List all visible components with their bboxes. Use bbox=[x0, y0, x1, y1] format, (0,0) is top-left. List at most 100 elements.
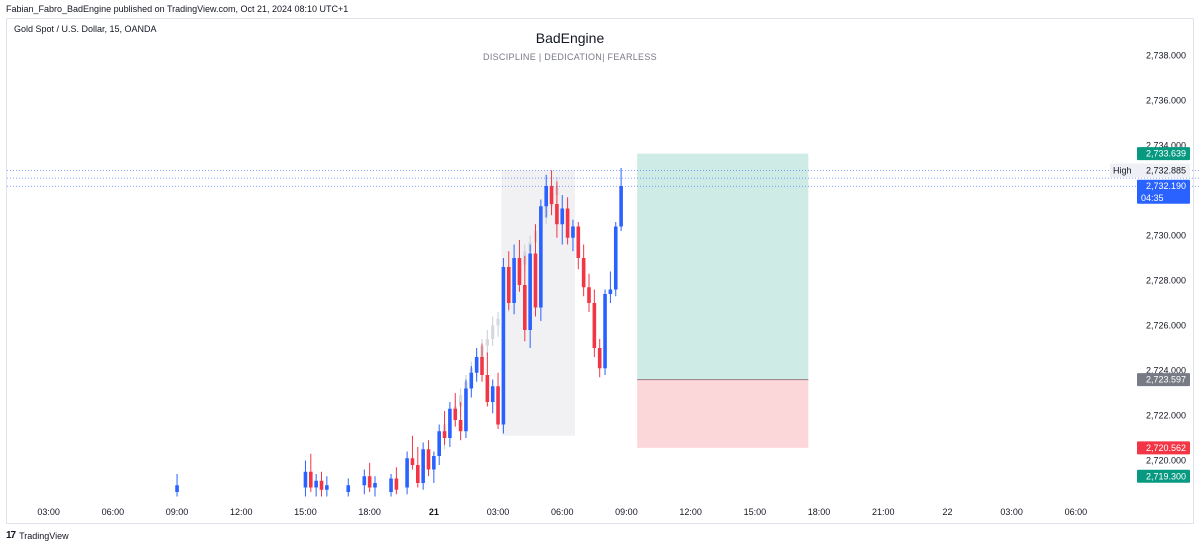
candle-down bbox=[319, 480, 324, 490]
last-price-label: 2,732.190 bbox=[1146, 181, 1186, 191]
candle-down bbox=[592, 303, 597, 348]
candle-down bbox=[576, 226, 581, 258]
candle-down bbox=[496, 386, 500, 425]
candle-up bbox=[325, 485, 329, 490]
y-tick-label: 2,720.000 bbox=[1146, 456, 1186, 466]
candle-down bbox=[458, 420, 463, 432]
candle-down bbox=[506, 267, 511, 303]
high-marker-tag: High bbox=[1113, 166, 1132, 176]
x-tick-label: 03:00 bbox=[37, 507, 60, 517]
chart-title: BadEngine bbox=[535, 30, 605, 46]
low-price-label: 2,719.300 bbox=[1146, 471, 1186, 481]
last-price-label-bg bbox=[1137, 179, 1190, 204]
candle-up bbox=[448, 408, 452, 438]
candle-up bbox=[373, 483, 377, 488]
y-tick-label: 2,724.000 bbox=[1146, 366, 1186, 376]
x-tick-label: 06:00 bbox=[102, 507, 125, 517]
x-tick-label: 18:00 bbox=[808, 507, 831, 517]
published-header: Fabian_Fabro_BadEngine published on Trad… bbox=[6, 4, 349, 14]
target-price-label: 2,733.639 bbox=[1146, 149, 1186, 159]
chart-subtitle: DISCIPLINE | DEDICATION| FEARLESS bbox=[483, 52, 657, 62]
candle-down bbox=[442, 431, 447, 438]
candle-up bbox=[464, 388, 468, 432]
candle-down bbox=[309, 471, 313, 488]
candle-down bbox=[581, 258, 586, 288]
candle-up bbox=[303, 471, 308, 488]
stop-zone bbox=[637, 379, 809, 448]
candle-up bbox=[389, 478, 393, 492]
x-tick-label: 15:00 bbox=[744, 507, 767, 517]
candle-up bbox=[346, 485, 351, 492]
footer-brand[interactable]: TradingView bbox=[19, 531, 69, 541]
y-tick-label: 2,738.000 bbox=[1146, 51, 1186, 61]
candle-down bbox=[533, 253, 538, 308]
candle-down bbox=[523, 285, 527, 330]
candle-up bbox=[613, 226, 618, 290]
symbol-label[interactable]: Gold Spot / U.S. Dollar, 15, OANDA bbox=[14, 24, 157, 34]
chart-frame bbox=[6, 18, 1194, 524]
x-tick-label: 09:00 bbox=[615, 507, 638, 517]
ghost-candle bbox=[459, 395, 463, 407]
y-tick-label: 2,736.000 bbox=[1146, 96, 1186, 106]
candle-down bbox=[517, 258, 522, 285]
candle-down bbox=[587, 287, 591, 303]
entry-price-label: 2,723.597 bbox=[1146, 375, 1186, 385]
target-zone bbox=[637, 153, 809, 380]
last-price-label-countdown: 04:35 bbox=[1141, 193, 1164, 203]
high-marker-label: 2,732.885 bbox=[1146, 166, 1186, 176]
candle-up bbox=[603, 294, 607, 369]
y-tick-label: 2,726.000 bbox=[1146, 321, 1186, 331]
stop-price-label: 2,720.562 bbox=[1146, 443, 1186, 453]
x-tick-label: 12:00 bbox=[230, 507, 253, 517]
x-tick-label: 15:00 bbox=[294, 507, 317, 517]
entry-price-label-bg bbox=[1137, 373, 1190, 387]
candle-up bbox=[539, 206, 543, 308]
candle-down bbox=[565, 208, 570, 238]
candle-up bbox=[474, 357, 479, 373]
ghost-candle bbox=[496, 318, 500, 326]
x-tick-label: 06:00 bbox=[551, 507, 574, 517]
candle-up bbox=[437, 431, 441, 456]
x-tick-label: 18:00 bbox=[358, 507, 381, 517]
x-tick-label: 09:00 bbox=[166, 507, 189, 517]
plot-area bbox=[175, 153, 809, 497]
y-tick-label: 2,734.000 bbox=[1146, 141, 1186, 151]
candle-up bbox=[560, 208, 565, 225]
y-tick-label: 2,722.000 bbox=[1146, 411, 1186, 421]
x-tick-label: 21:00 bbox=[872, 507, 895, 517]
candle-down bbox=[555, 204, 559, 225]
candle-up bbox=[608, 289, 613, 294]
candle-down bbox=[426, 449, 431, 470]
x-tick-label: 22 bbox=[942, 507, 952, 517]
candle-down bbox=[549, 186, 554, 204]
low-price-label-bg bbox=[1137, 469, 1190, 483]
tradingview-logo-icon[interactable]: 17 bbox=[6, 530, 16, 541]
x-tick-label: 06:00 bbox=[1065, 507, 1088, 517]
candle-up bbox=[175, 485, 179, 492]
candle-down bbox=[416, 465, 420, 483]
candle-up bbox=[314, 480, 318, 488]
candle-up bbox=[571, 226, 575, 238]
candle-down bbox=[453, 408, 458, 420]
ghost-candle bbox=[485, 339, 489, 346]
candle-down bbox=[410, 458, 415, 465]
candle-up bbox=[490, 386, 495, 402]
y-tick-label: 2,728.000 bbox=[1146, 276, 1186, 286]
candle-up bbox=[501, 267, 506, 425]
stop-price-label-bg bbox=[1137, 441, 1190, 455]
candle-down bbox=[367, 476, 372, 488]
candle-up bbox=[528, 253, 532, 330]
footer: 17 TradingView bbox=[6, 528, 69, 544]
candle-up bbox=[432, 456, 436, 470]
candle-up bbox=[469, 372, 474, 389]
candle-down bbox=[597, 348, 602, 369]
candle-up bbox=[405, 458, 409, 488]
x-tick-label: 03:00 bbox=[487, 507, 510, 517]
candle-up bbox=[619, 186, 623, 227]
candle-down bbox=[394, 478, 399, 490]
candle-down bbox=[480, 357, 484, 375]
ghost-candle bbox=[491, 325, 495, 339]
candle-up bbox=[421, 449, 425, 483]
candle-up bbox=[512, 258, 516, 303]
